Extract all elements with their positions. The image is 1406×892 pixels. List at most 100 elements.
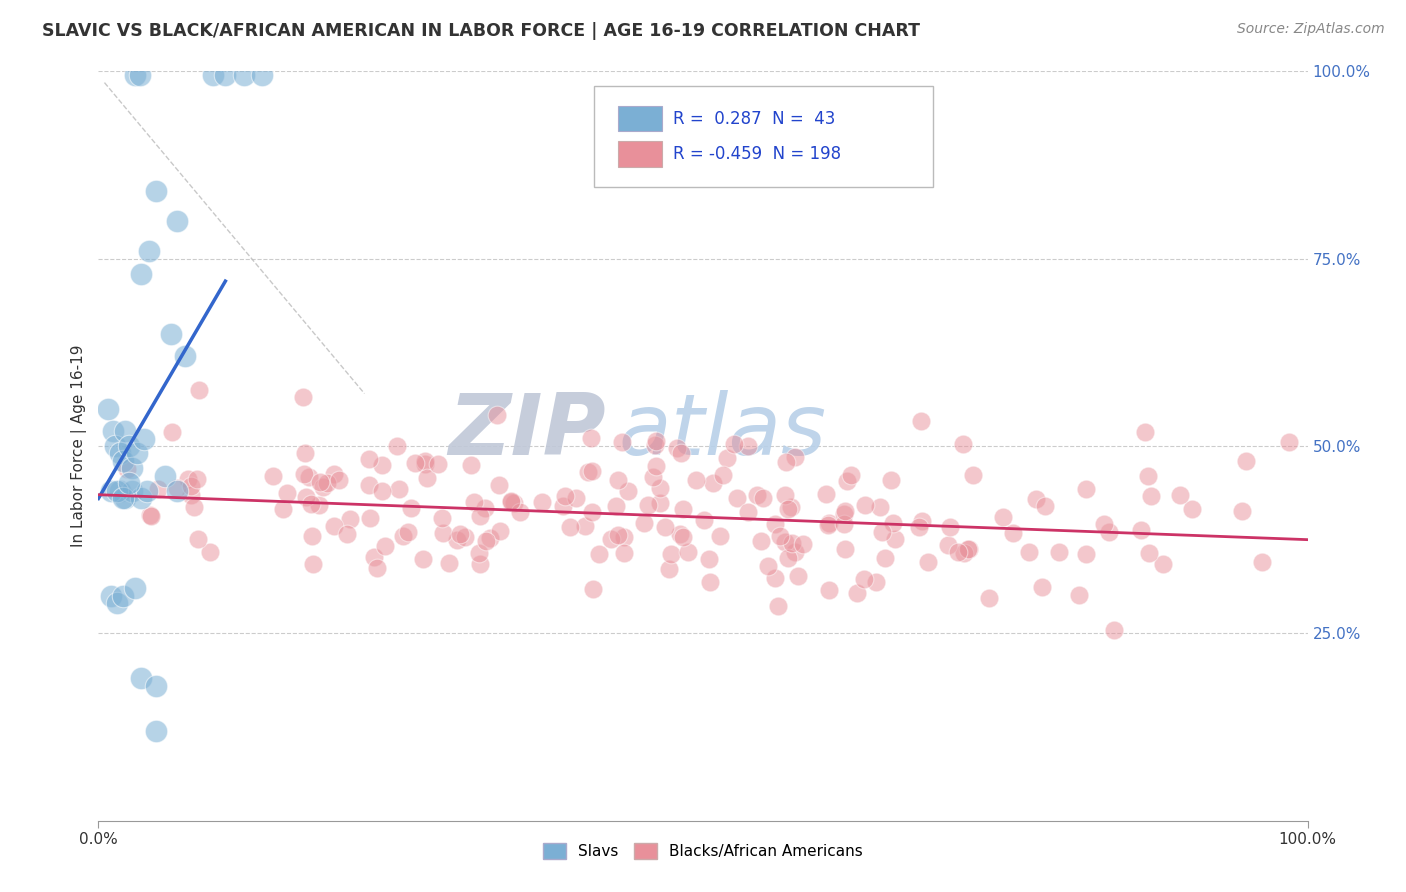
Point [121,461,143,475]
Point [499,495,522,509]
Point [783,450,806,464]
Point [697,551,720,566]
Point [952,546,974,560]
Point [613,546,636,560]
Point [371,458,394,472]
Point [396,525,419,540]
Point [1278,435,1301,450]
Point [114,424,136,438]
Point [956,541,979,556]
Point [723,437,745,451]
Point [166,214,188,228]
Point [468,546,491,560]
Point [792,537,814,551]
Point [957,541,980,556]
Point [292,390,315,404]
Point [776,551,799,566]
Point [271,502,294,516]
Point [186,472,208,486]
Point [709,529,731,543]
Point [146,482,169,496]
Point [187,532,209,546]
Point [685,473,707,487]
Point [786,569,808,583]
Point [564,491,586,505]
Point [145,679,167,693]
Point [530,495,553,509]
Point [404,456,426,470]
Point [1098,524,1121,539]
Point [752,491,775,505]
Point [111,454,134,468]
Text: R =  0.287  N =  43: R = 0.287 N = 43 [672,110,835,128]
Point [121,483,143,498]
Point [659,547,682,561]
Point [839,468,862,483]
Point [1250,555,1272,569]
Point [650,496,672,510]
Point [1139,546,1161,560]
Point [952,437,974,451]
Text: atlas: atlas [619,390,827,473]
Point [308,498,330,512]
Legend: Slavs, Blacks/African Americans: Slavs, Blacks/African Americans [537,838,869,865]
Point [128,68,150,82]
Point [312,480,335,494]
Point [852,572,875,586]
Point [1135,425,1157,440]
Point [936,538,959,552]
Point [776,502,799,516]
Point [298,470,321,484]
Point [503,496,526,510]
Point [301,497,323,511]
Point [412,552,434,566]
Point [917,555,939,569]
Point [669,526,692,541]
Point [873,551,896,566]
Point [488,477,510,491]
Point [124,582,146,596]
Point [671,445,693,459]
Point [359,478,381,492]
Point [366,560,388,574]
Point [460,458,482,472]
Point [232,68,254,82]
Point [672,530,695,544]
Point [737,504,759,518]
Point [962,468,984,483]
Point [145,184,167,198]
Point [835,474,858,488]
Point [853,499,876,513]
Point [599,532,621,546]
Point [581,505,603,519]
Point [650,481,672,495]
Point [129,491,152,506]
Point [737,439,759,453]
Point [295,491,318,505]
Point [301,528,323,542]
Point [644,434,666,449]
Point [558,520,581,534]
Point [576,466,599,480]
Point [1047,545,1070,559]
Point [880,473,903,487]
Point [114,491,136,506]
Point [1031,580,1053,594]
Point [581,464,603,478]
Point [499,493,522,508]
Point [907,519,929,533]
Point [1092,516,1115,531]
Point [814,487,837,501]
Point [1232,504,1254,518]
Point [359,452,381,467]
Point [413,454,436,468]
Point [607,473,630,487]
Point [1168,488,1191,502]
Point [115,461,138,475]
Point [463,495,485,509]
Point [1074,547,1097,561]
Point [641,469,664,483]
Point [449,526,471,541]
Point [200,544,222,558]
Point [385,439,408,453]
